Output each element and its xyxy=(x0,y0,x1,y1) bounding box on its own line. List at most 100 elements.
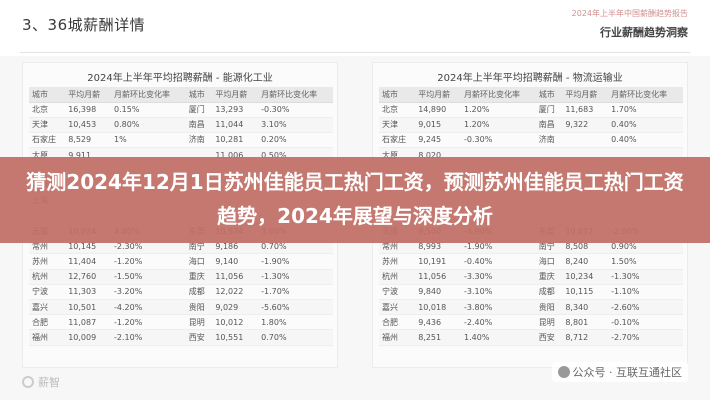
table-cell: -4.20% xyxy=(111,299,186,316)
table-cell: 9,436 xyxy=(415,314,462,331)
report-subtitle: 行业薪酬趋势洞察 xyxy=(600,26,688,39)
table-cell: 10,501 xyxy=(65,299,112,316)
watermark-text: 公众号 · 互联互通社区 xyxy=(572,366,683,379)
table-cell: -1.70% xyxy=(258,284,333,300)
section-title: 3、36城薪酬详情 xyxy=(22,16,146,34)
table-cell: 0.15% xyxy=(111,102,186,118)
table-cell: -3.10% xyxy=(461,284,536,300)
table-cell: 济南 xyxy=(185,132,213,149)
table-cell: 3.10% xyxy=(258,117,333,133)
col-avg-salary: 平均月薪 xyxy=(212,87,259,103)
panel-title: 2024年上半年平均招聘薪酬 - 物流运输业 xyxy=(437,73,623,84)
table-cell: -2.70% xyxy=(608,329,683,346)
table-cell: 10,009 xyxy=(65,329,112,346)
table-cell: 北京 xyxy=(29,102,66,118)
table-cell: 1% xyxy=(111,132,186,149)
table-cell: 海口 xyxy=(185,253,213,270)
table-cell: -5.60% xyxy=(258,299,333,316)
col-city: 城市 xyxy=(185,87,213,103)
table-cell: 北京 xyxy=(379,102,416,118)
table-cell: 天津 xyxy=(379,117,416,133)
table-cell: 9,015 xyxy=(415,117,462,133)
table-cell: 昆明 xyxy=(535,314,563,331)
brand-logo: 薪智 xyxy=(22,374,60,390)
table-cell: 天津 xyxy=(29,117,66,133)
table-cell: 10,018 xyxy=(415,299,462,316)
table-cell: 苏州 xyxy=(379,253,416,270)
table-cell: -1.10% xyxy=(608,284,683,300)
col-avg-salary: 平均月薪 xyxy=(65,87,112,103)
table-cell: 1.40% xyxy=(461,329,536,346)
table-cell: 10,234 xyxy=(562,269,609,285)
table-cell: 济南 xyxy=(535,132,563,149)
report-header: 3、36城薪酬详情 2024年上半年中国薪酬趋势报告 行业薪酬趋势洞察 xyxy=(0,0,710,56)
table-row: 合肥 11,087 -1.20% 昆明 10,012 1.80% xyxy=(29,314,333,331)
table-cell: 杭州 xyxy=(29,269,66,285)
table-cell: 1.20% xyxy=(461,102,536,118)
table-row: 天津 10,453 0.80% 南昌 11,044 3.10% xyxy=(29,117,333,133)
table-row: 宁波 9,840 -3.10% 成都 10,115 -1.10% xyxy=(379,284,683,300)
table-cell: 11,087 xyxy=(65,314,112,331)
col-city: 城市 xyxy=(535,87,563,103)
table-cell: 9,840 xyxy=(415,284,462,300)
table-cell: 合肥 xyxy=(379,314,416,331)
col-change-rate: 月薪环比变化率 xyxy=(111,87,186,103)
table-cell: 0.20% xyxy=(258,132,333,149)
table-cell: 8,340 xyxy=(562,299,609,316)
table-cell: 1.50% xyxy=(608,253,683,270)
table-cell: 10,115 xyxy=(562,284,609,300)
col-city: 城市 xyxy=(29,87,66,103)
table-cell: 8,251 xyxy=(415,329,462,346)
table-cell xyxy=(562,132,609,149)
table-cell: 苏州 xyxy=(29,253,66,270)
table-cell: 重庆 xyxy=(185,269,213,285)
table-cell: 9,029 xyxy=(212,299,259,316)
table-cell: -1.20% xyxy=(111,314,186,331)
logo-icon xyxy=(22,376,34,388)
table-cell: -3.80% xyxy=(461,299,536,316)
table-row: 北京 16,398 0.15% 厦门 13,293 -0.30% xyxy=(29,102,333,118)
table-cell: -2.10% xyxy=(111,329,186,346)
table-cell: 8,240 xyxy=(562,253,609,270)
table-row: 嘉兴 10,501 -4.20% 贵阳 9,029 -5.60% xyxy=(29,299,333,316)
table-cell: 9,322 xyxy=(562,117,609,133)
table-cell: 8,529 xyxy=(65,132,112,149)
table-cell: 南昌 xyxy=(185,117,213,133)
table-cell: 重庆 xyxy=(535,269,563,285)
table-cell: 10,453 xyxy=(65,117,112,133)
article-title: 猜测2024年12月1日苏州佳能员工热门工资，预测苏州佳能员工热门工资趋势，20… xyxy=(26,170,684,228)
table-cell: -1.30% xyxy=(258,269,333,285)
table-cell: 10,191 xyxy=(415,253,462,270)
table-cell: 14,890 xyxy=(415,102,462,118)
table-cell: -1.30% xyxy=(608,269,683,285)
table-row: 福州 10,009 -2.10% 西安 10,551 0.70% xyxy=(29,329,333,346)
table-cell: 12,760 xyxy=(65,269,112,285)
table-cell: 厦门 xyxy=(535,102,563,118)
table-cell: 杭州 xyxy=(379,269,416,285)
table-cell: 11,404 xyxy=(65,253,112,270)
table-cell: 海口 xyxy=(535,253,563,270)
table-cell: 11,303 xyxy=(65,284,112,300)
table-cell: 石家庄 xyxy=(29,132,66,149)
table-cell: 11,056 xyxy=(415,269,462,285)
col-change-rate: 月薪环比变化率 xyxy=(461,87,536,103)
table-cell: 10,551 xyxy=(212,329,259,346)
table-row: 苏州 10,191 -0.40% 海口 8,240 1.50% xyxy=(379,253,683,270)
table-row: 合肥 9,436 -2.40% 昆明 8,801 -0.10% xyxy=(379,314,683,331)
table-cell: 合肥 xyxy=(29,314,66,331)
table-cell: 西安 xyxy=(185,329,213,346)
table-cell: 8,712 xyxy=(562,329,609,346)
article-title-banner: 猜测2024年12月1日苏州佳能员工热门工资，预测苏州佳能员工热门工资趋势，20… xyxy=(0,157,710,243)
table-row: 福州 8,251 1.40% 西安 8,712 -2.70% xyxy=(379,329,683,346)
table-cell: 宁波 xyxy=(379,284,416,300)
table-header-row: 城市 平均月薪 月薪环比变化率 城市 平均月薪 月薪环比变化率 xyxy=(29,87,333,103)
header-divider xyxy=(20,52,690,53)
table-cell: 厦门 xyxy=(185,102,213,118)
table-cell: 福州 xyxy=(29,329,66,346)
table-cell: -3.20% xyxy=(111,284,186,300)
table-cell: -1.50% xyxy=(111,269,186,285)
table-row: 北京 14,890 1.20% 厦门 11,683 1.70% xyxy=(379,102,683,118)
table-cell: 11,044 xyxy=(212,117,259,133)
table-cell: 宁波 xyxy=(29,284,66,300)
